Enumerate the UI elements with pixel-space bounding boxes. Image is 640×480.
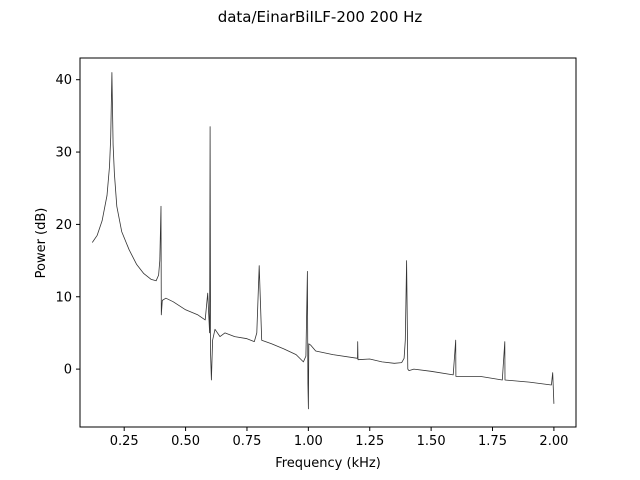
chart-title: data/EinarBiILF-200 200 Hz: [218, 8, 423, 26]
y-axis-label: Power (dB): [34, 208, 49, 279]
plot-frame: [79, 57, 577, 428]
x-tick-label: 2.00: [539, 434, 568, 449]
x-tick-label: 1.50: [417, 434, 446, 449]
x-tick-label: 1.00: [294, 434, 323, 449]
y-tick-label: 0: [64, 363, 72, 378]
x-tick-label: 0.50: [171, 434, 200, 449]
x-tick-label: 0.75: [232, 434, 261, 449]
x-axis-label: Frequency (kHz): [275, 456, 381, 471]
series-layer: [91, 72, 555, 410]
y-tick-label: 20: [55, 218, 72, 233]
x-axis: 0.25 0.50 0.75 1.00 1.25 1.50 1.75 2.00: [110, 427, 568, 449]
y-tick-label: 10: [55, 290, 72, 305]
y-axis: 0 10 20 30 40: [55, 73, 80, 378]
x-tick-label: 1.25: [355, 434, 384, 449]
x-tick-label: 1.75: [478, 434, 507, 449]
y-tick-label: 30: [55, 146, 72, 161]
x-tick-label: 0.25: [110, 434, 139, 449]
y-tick-label: 40: [55, 73, 72, 88]
spectrum-line: [91, 72, 555, 410]
